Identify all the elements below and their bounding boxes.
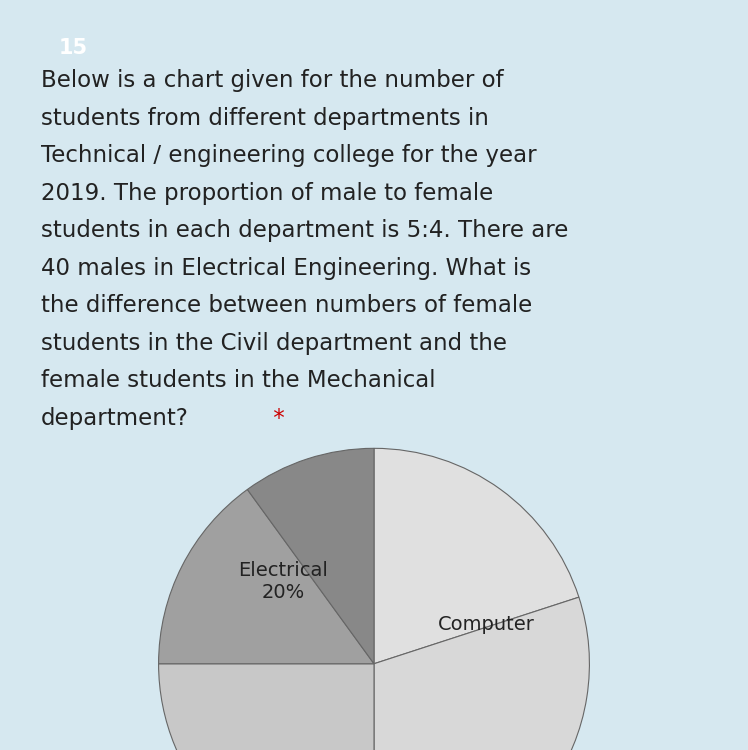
Text: Below is a chart given for the number of: Below is a chart given for the number of [41, 69, 503, 92]
Text: 40 males in Electrical Engineering. What is: 40 males in Electrical Engineering. What… [41, 256, 531, 280]
Wedge shape [374, 448, 579, 664]
Text: 15: 15 [58, 38, 88, 58]
Text: Electrical
20%: Electrical 20% [239, 562, 328, 602]
Text: department?: department? [41, 406, 189, 430]
Text: 2019. The proportion of male to female: 2019. The proportion of male to female [41, 182, 494, 205]
Text: students in the Civil department and the: students in the Civil department and the [41, 332, 507, 355]
Text: Technical / engineering college for the year: Technical / engineering college for the … [41, 144, 537, 167]
Text: students in each department is 5:4. There are: students in each department is 5:4. Ther… [41, 219, 568, 242]
Wedge shape [374, 597, 589, 750]
Text: *: * [266, 406, 284, 430]
Wedge shape [159, 664, 374, 750]
Text: students from different departments in: students from different departments in [41, 106, 489, 130]
Text: female students in the Mechanical: female students in the Mechanical [41, 369, 435, 392]
Text: Computer: Computer [438, 616, 535, 634]
Wedge shape [159, 490, 374, 664]
Text: the difference between numbers of female: the difference between numbers of female [41, 294, 533, 317]
Wedge shape [248, 448, 374, 664]
